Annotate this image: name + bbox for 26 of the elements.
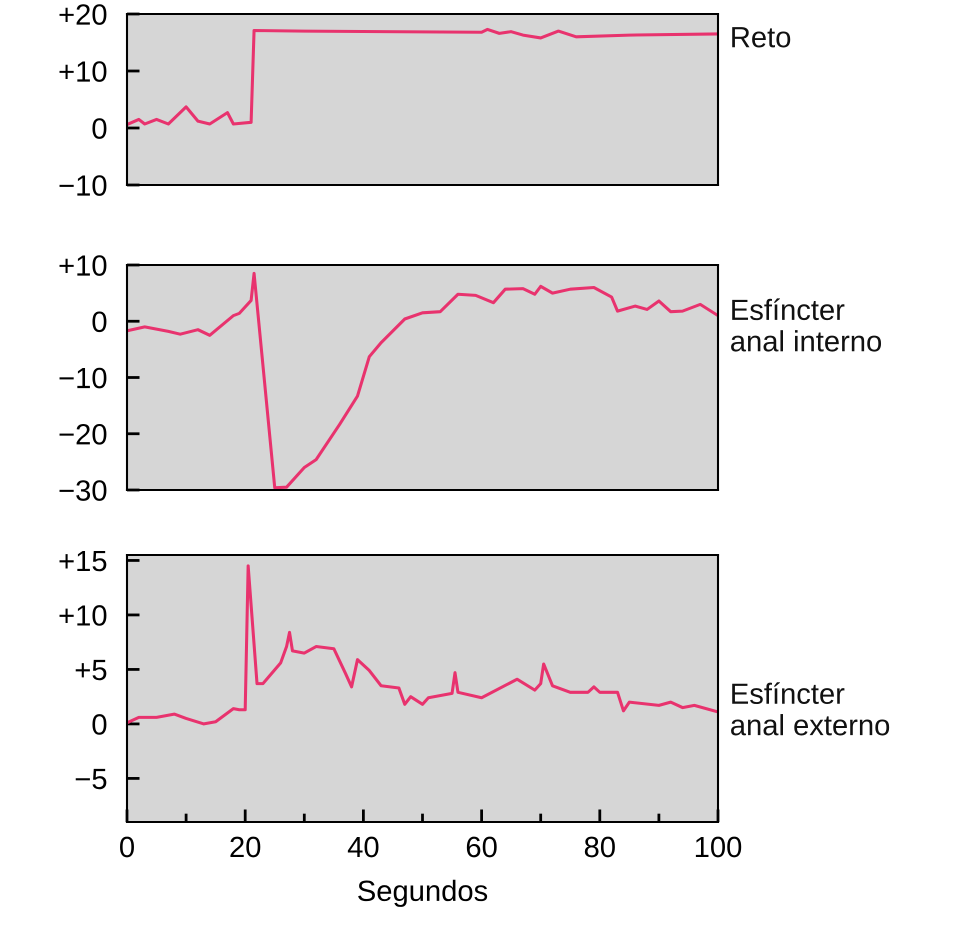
y-tick-label: 0 — [92, 714, 106, 735]
y-tick-label: −5 — [76, 768, 106, 790]
y-tick-label: 0 — [92, 118, 106, 139]
x-tick-label: 80 — [584, 836, 615, 858]
y-tick-label: −10 — [60, 175, 106, 196]
series-label: Esfíncter anal externo — [731, 682, 890, 736]
series-label: Reto — [732, 27, 790, 48]
y-tick-label: +20 — [60, 4, 106, 25]
x-tick-label: 0 — [120, 836, 134, 858]
line-series — [127, 564, 718, 726]
x-tick-label: 20 — [230, 836, 260, 858]
y-tick-label: +5 — [76, 660, 106, 680]
x-tick-label: 100 — [696, 836, 742, 858]
series-label: Esfíncter anal interno — [731, 298, 882, 352]
line-series — [127, 28, 718, 126]
x-tick-label: 40 — [348, 836, 378, 858]
y-tick-label: +10 — [60, 605, 106, 626]
x-tick-label: 60 — [466, 836, 497, 858]
y-tick-label: +10 — [60, 255, 106, 276]
y-tick-label: −30 — [60, 480, 106, 501]
y-tick-label: +10 — [60, 61, 106, 82]
y-tick-label: 0 — [92, 311, 106, 332]
y-tick-label: −10 — [60, 368, 106, 388]
y-tick-label: −20 — [60, 424, 106, 445]
y-tick-label: +15 — [60, 550, 106, 572]
x-axis-title: Segundos — [358, 880, 488, 907]
